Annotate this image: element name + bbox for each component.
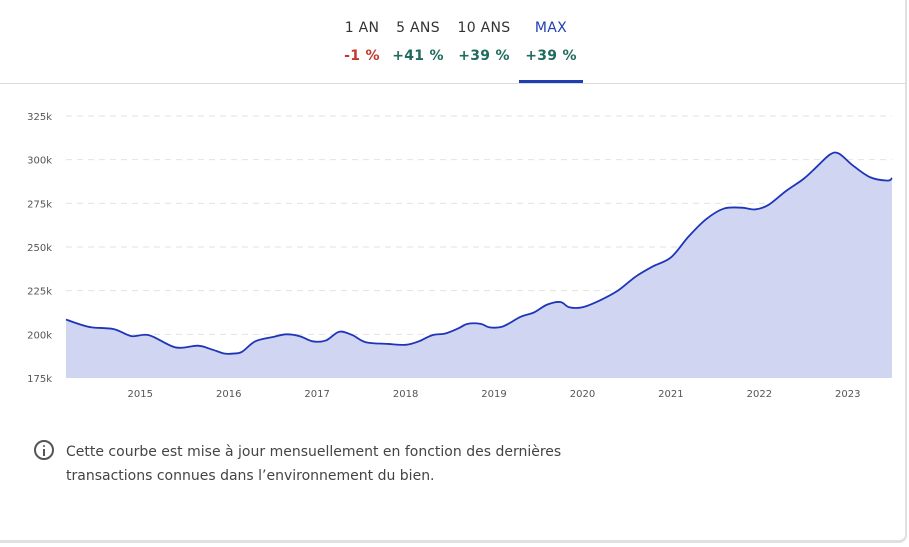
tab-label: 5 ANS: [396, 20, 440, 36]
y-tick-label: 200k: [27, 330, 52, 341]
tab-label: MAX: [534, 20, 568, 36]
period-tabs: 1 AN -1 % 5 ANS +41 % 10 ANS +39 % MAX +…: [0, 0, 907, 84]
tab-1-an[interactable]: 1 AN -1 %: [336, 20, 388, 64]
area-fill: [66, 152, 892, 378]
x-tick-label: 2018: [393, 389, 418, 400]
x-tick-label: 2021: [658, 389, 683, 400]
active-tab-indicator: [519, 80, 583, 83]
y-tick-label: 275k: [27, 199, 52, 210]
x-tick-label: 2017: [304, 389, 329, 400]
price-line: [65, 151, 893, 355]
x-tick-label: 2015: [128, 389, 153, 400]
tab-change: +39 %: [458, 48, 510, 64]
tab-label: 10 ANS: [457, 20, 511, 36]
tab-change: +41 %: [392, 48, 444, 64]
y-tick-label: 325k: [27, 112, 52, 123]
y-tick-label: 300k: [27, 156, 52, 167]
tab-max[interactable]: MAX +39 %: [519, 20, 583, 64]
tab-label: 1 AN: [344, 20, 380, 36]
y-tick-label: 225k: [27, 287, 52, 298]
tab-change: -1 %: [344, 48, 380, 64]
x-tick-label: 2023: [835, 389, 860, 400]
info-icon: [34, 440, 54, 460]
info-note-text: Cette courbe est mise à jour mensuelleme…: [66, 444, 562, 484]
x-tick-label: 2022: [747, 389, 772, 400]
x-tick-label: 2020: [570, 389, 595, 400]
tab-10-ans[interactable]: 10 ANS +39 %: [450, 20, 518, 64]
y-tick-label: 250k: [27, 243, 52, 254]
y-tick-label: 175k: [27, 374, 52, 385]
price-chart: 175k 200k 225k 250k 275k 300k 325k 2015 2016 2017…: [27, 112, 893, 400]
x-tick-label: 2019: [481, 389, 506, 400]
tab-change: +39 %: [525, 48, 577, 64]
x-tick-label: 2016: [216, 389, 241, 400]
tab-5-ans[interactable]: 5 ANS +41 %: [388, 20, 448, 64]
